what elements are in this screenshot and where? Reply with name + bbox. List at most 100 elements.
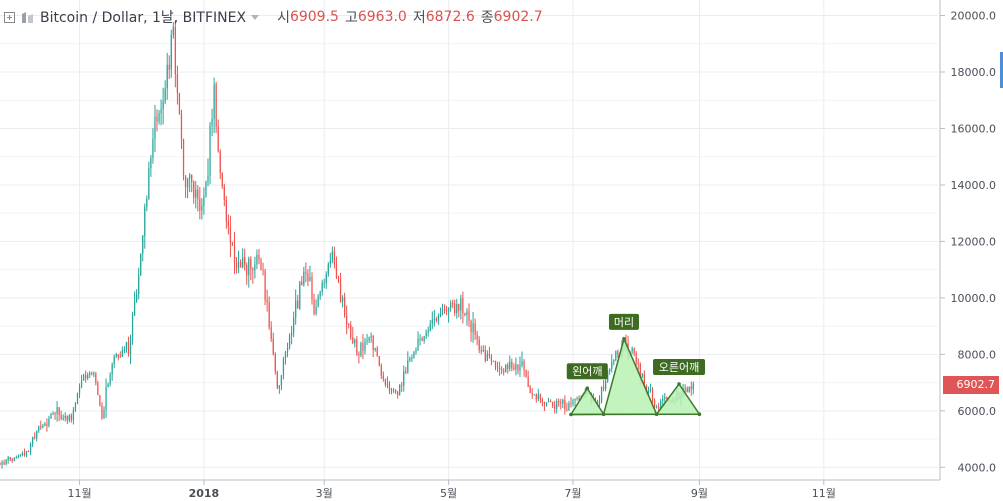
candle-body xyxy=(551,401,554,406)
candle-body xyxy=(121,350,123,357)
pattern-label-text: 오른어깨 xyxy=(659,361,699,374)
candle-body xyxy=(36,430,38,438)
candle-body xyxy=(452,303,454,305)
candle-body xyxy=(125,342,128,350)
candle-body xyxy=(290,332,293,336)
candle-body xyxy=(209,125,211,176)
price-scale-scroll-indicator[interactable] xyxy=(1000,52,1003,88)
candle-body xyxy=(235,262,238,269)
candle-body xyxy=(543,401,546,404)
candle-body xyxy=(653,400,656,408)
candle-body xyxy=(441,308,444,314)
candle-body xyxy=(348,324,350,326)
x-tick-label: 7월 xyxy=(564,487,581,500)
candle-body xyxy=(31,437,34,444)
candle-body xyxy=(264,271,266,300)
candle-body xyxy=(17,455,19,458)
candle-body xyxy=(48,418,50,426)
candle-body xyxy=(346,315,348,325)
candle-body xyxy=(193,181,195,198)
candle-body xyxy=(44,423,46,426)
candle-body xyxy=(172,26,174,36)
candle-body xyxy=(34,437,36,439)
candle-body xyxy=(431,319,433,324)
candle-body xyxy=(560,402,562,404)
candle-body xyxy=(27,451,30,453)
candle-body xyxy=(225,200,227,222)
candle-body xyxy=(539,394,542,400)
candle-body xyxy=(647,389,650,392)
candle-body xyxy=(443,308,446,311)
candle-body xyxy=(293,317,295,333)
candle-body xyxy=(311,276,313,300)
candle-body xyxy=(655,407,658,409)
symbol-title[interactable]: Bitcoin / Dollar, 1날, BITFINEX xyxy=(40,10,247,26)
candle-body xyxy=(303,271,305,285)
candle-body xyxy=(429,323,431,331)
candle-body xyxy=(343,297,346,316)
candle-body xyxy=(415,349,417,353)
candle-body xyxy=(331,251,334,261)
candle-body xyxy=(545,402,548,404)
candle-body xyxy=(323,282,325,284)
candle-body xyxy=(109,374,111,384)
time-axis[interactable]: 11월 2018 3월 5월 7월 9월 11월 xyxy=(67,480,836,500)
candle-body xyxy=(688,386,690,393)
candle-body xyxy=(454,303,456,314)
candle-body xyxy=(154,116,156,140)
candle-body xyxy=(80,380,83,387)
candle-body xyxy=(156,116,158,122)
candle-body xyxy=(21,452,24,456)
candle-body xyxy=(11,460,13,462)
expand-square-icon[interactable] xyxy=(4,11,15,23)
candle-body xyxy=(472,323,474,333)
candle-body xyxy=(517,364,519,371)
candle-body xyxy=(368,337,370,341)
candle-body xyxy=(191,175,193,182)
pattern-point xyxy=(677,382,681,386)
high-label: 고 xyxy=(344,10,358,26)
candle-body xyxy=(564,400,566,410)
candle-body xyxy=(484,350,486,361)
pattern-label-box xyxy=(653,359,706,375)
candle-body xyxy=(270,327,272,340)
candle-body xyxy=(615,351,617,361)
candle-body xyxy=(197,189,199,200)
candle-body xyxy=(527,376,529,387)
y-tick-label: 14000.0 xyxy=(951,179,997,192)
candle-body xyxy=(413,352,415,358)
candle-body xyxy=(468,311,470,322)
candle-body xyxy=(219,151,221,174)
pattern-point xyxy=(697,412,702,417)
candle-body xyxy=(288,335,291,349)
candle-body xyxy=(462,298,464,314)
candle-body xyxy=(639,364,641,378)
candle-body xyxy=(570,403,572,405)
candle-body xyxy=(272,339,274,355)
candle-body xyxy=(401,384,403,386)
candle-body xyxy=(604,381,607,389)
candle-body xyxy=(600,386,603,402)
candle-body xyxy=(372,336,374,350)
candle-body xyxy=(3,462,5,465)
candle-body xyxy=(131,315,134,337)
candle-body xyxy=(66,416,68,421)
candle-body xyxy=(651,388,654,401)
candle-body xyxy=(176,74,179,94)
candle-body xyxy=(227,221,230,227)
candle-body xyxy=(509,361,511,369)
candle-body xyxy=(7,457,9,460)
price-axis[interactable]: 4000.0 6000.0 8000.0 10000.0 12000.0 14000.0 1… xyxy=(940,10,996,475)
candle-body xyxy=(637,362,639,365)
pattern-point xyxy=(585,386,590,391)
candle-body xyxy=(254,264,256,271)
dropdown-caret-icon[interactable] xyxy=(251,14,260,20)
candle-body xyxy=(276,371,278,389)
candle-body xyxy=(242,257,244,268)
candle-body xyxy=(29,443,32,452)
candle-body xyxy=(129,336,132,354)
candle-body xyxy=(421,338,423,341)
pattern-label: 왼어깨 xyxy=(566,363,608,380)
y-tick-label: 6000.0 xyxy=(958,405,997,418)
